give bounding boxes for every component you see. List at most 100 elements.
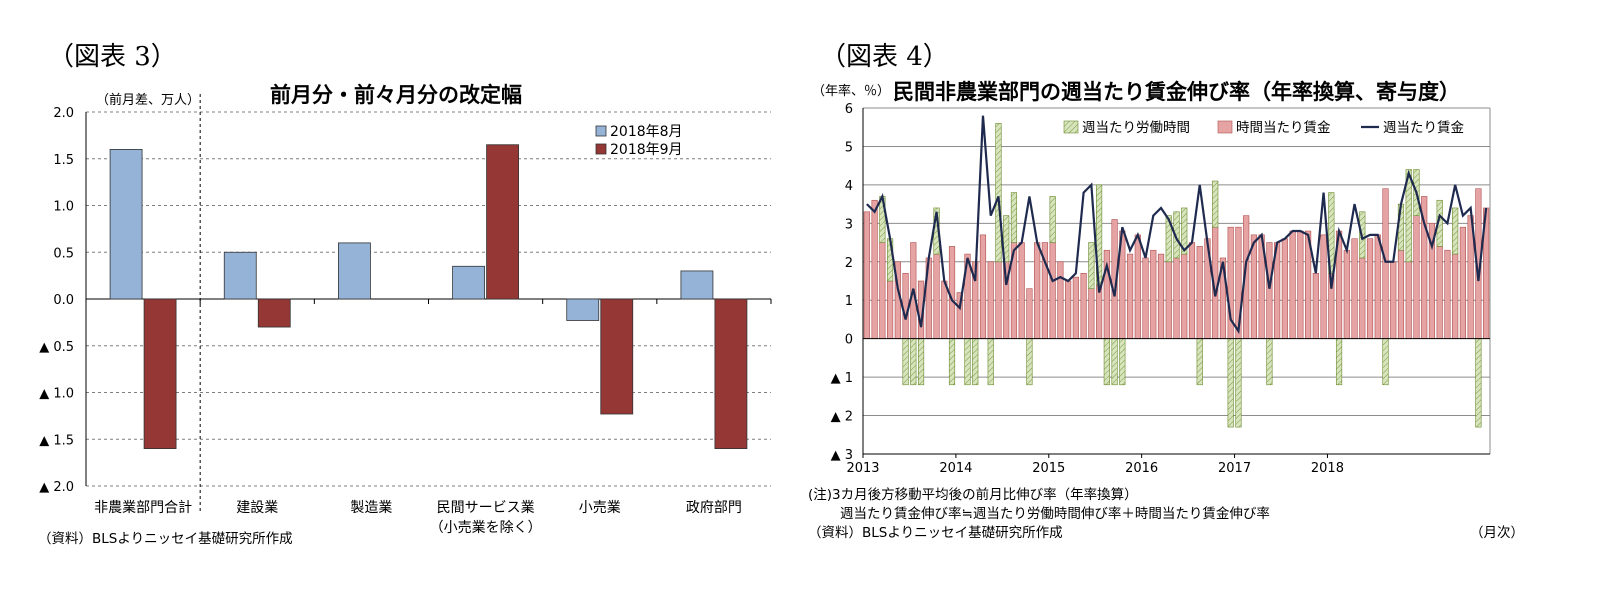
bar-weekly-hours xyxy=(910,338,917,386)
bar-hourly-wage xyxy=(1452,253,1459,339)
y-tick-label: 5 xyxy=(845,140,853,155)
bar-weekly-hours xyxy=(1328,192,1335,274)
bar-hourly-wage xyxy=(1374,234,1381,339)
bar-hourly-wage xyxy=(1382,188,1389,339)
x-tick-label: 建設業 xyxy=(236,500,278,516)
bar-hourly-wage xyxy=(995,261,1002,339)
bar-weekly-hours xyxy=(902,338,909,386)
bar-hourly-wage xyxy=(1459,226,1466,339)
bar-weekly-hours xyxy=(1026,338,1033,386)
bar-hourly-wage xyxy=(987,261,994,339)
bar-hourly-wage xyxy=(1088,288,1095,339)
bar-hourly-wage xyxy=(1366,238,1374,339)
legend-label: 2018年8月 xyxy=(610,124,683,140)
y-tick-label: 2 xyxy=(845,256,853,271)
bar-weekly-hours xyxy=(987,338,994,386)
legend-swatch-wage xyxy=(1217,120,1233,134)
bar-hourly-wage xyxy=(887,280,894,339)
fig3-label: （図表 3） xyxy=(48,42,177,72)
bar-weekly-hours xyxy=(1335,338,1343,386)
bar-weekly-hours xyxy=(972,338,979,386)
legend-swatch-hours xyxy=(1063,120,1079,134)
fig3-title: 前月分・前々月分の改定幅 xyxy=(270,83,522,107)
bar-hourly-wage xyxy=(941,280,948,339)
bar-hourly-wage xyxy=(1096,284,1103,339)
bar-aug xyxy=(452,265,485,300)
bar-hourly-wage xyxy=(1390,261,1397,339)
bar-hourly-wage xyxy=(879,242,886,339)
bar-weekly-hours xyxy=(1212,180,1219,228)
bar-hourly-wage xyxy=(1343,249,1350,339)
bar-hourly-wage xyxy=(1297,230,1304,339)
bar-hourly-wage xyxy=(1150,249,1157,339)
x-tick-label: 民間サービス業 xyxy=(437,500,535,516)
bar-hourly-wage xyxy=(1034,242,1041,339)
y-tick-label: ▲ 2 xyxy=(831,410,853,425)
x-tick-label: 政府部門 xyxy=(686,500,742,516)
bar-hourly-wage xyxy=(1157,253,1165,339)
legend-swatch xyxy=(595,125,607,137)
bar-weekly-hours xyxy=(1181,207,1188,255)
x-tick-label: 非農業部門合計 xyxy=(94,500,192,516)
bar-weekly-hours xyxy=(1382,338,1389,386)
y-tick-label: 1.5 xyxy=(53,153,74,168)
y-tick-label: 1.0 xyxy=(53,200,74,215)
legend-label: 週当たり賃金 xyxy=(1383,120,1464,136)
y-tick-label: ▲ 3 xyxy=(831,448,853,463)
bar-sep xyxy=(257,298,291,328)
bar-hourly-wage xyxy=(1126,253,1134,339)
x-tick-label: 2014 xyxy=(939,461,972,476)
y-tick-label: 0.5 xyxy=(53,246,74,261)
bar-hourly-wage xyxy=(1405,261,1412,339)
x-tick-label: 2015 xyxy=(1032,461,1065,476)
x-tick-label: 小売業 xyxy=(579,500,621,516)
bar-weekly-hours xyxy=(1452,207,1459,255)
bar-weekly-hours xyxy=(1088,242,1095,289)
bar-hourly-wage xyxy=(979,234,987,339)
bar-hourly-wage xyxy=(1289,230,1296,339)
bar-aug xyxy=(223,251,257,300)
fig3-chart: 2.0 1.5 1.0 0.5 0.0 ▲ 0.5 ▲ 1.0 ▲ 1.5 ▲ 2.0 非農業部門… xyxy=(39,94,772,536)
bar-hourly-wage xyxy=(1281,238,1288,339)
bar-hourly-wage xyxy=(1188,242,1196,339)
bar-hourly-wage xyxy=(933,253,940,339)
x-tick-label: 製造業 xyxy=(350,500,392,516)
bar-weekly-hours xyxy=(1405,169,1412,263)
legend-label: 2018年9月 xyxy=(610,142,683,158)
bar-hourly-wage xyxy=(1312,273,1319,339)
legend-label: 時間当たり賃金 xyxy=(1236,120,1331,136)
bar-aug xyxy=(109,148,143,300)
bar-weekly-hours xyxy=(1165,215,1172,263)
fig4-title: 民間非農業部門の週当たり賃金伸び率（年率換算、寄与度） xyxy=(893,80,1460,104)
y-tick-label: ▲ 1 xyxy=(831,371,853,386)
y-tick-label: 1 xyxy=(845,294,853,309)
y-tick-label: 0 xyxy=(845,333,853,348)
bar-weekly-hours xyxy=(1196,338,1203,386)
fig4-x-unit: （月次） xyxy=(1470,525,1524,541)
fig4-source: （資料）BLSよりニッセイ基礎研究所作成 xyxy=(808,525,1063,541)
y-tick-label: 2.0 xyxy=(53,106,74,121)
x-tick-sublabel: （小売業を除く） xyxy=(430,520,542,536)
bar-hourly-wage xyxy=(902,273,909,339)
legend-swatch xyxy=(595,143,607,155)
bar-hourly-wage xyxy=(1165,261,1172,339)
bar-hourly-wage xyxy=(1072,276,1079,339)
bar-hourly-wage xyxy=(1351,238,1358,339)
fig3-source: （資料）BLSよりニッセイ基礎研究所作成 xyxy=(38,531,293,547)
bar-hourly-wage xyxy=(1142,257,1149,339)
bar-sep xyxy=(714,298,748,450)
bar-weekly-hours xyxy=(1103,338,1110,386)
bar-hourly-wage xyxy=(1250,234,1257,339)
fig3-unit-label: （前月差、万人） xyxy=(96,93,201,108)
bar-weekly-hours xyxy=(1049,196,1056,243)
bar-weekly-hours xyxy=(1475,338,1482,428)
fig4-label: （図表 4） xyxy=(820,42,949,72)
x-tick-label: 2016 xyxy=(1125,461,1158,476)
bar-hourly-wage xyxy=(1049,242,1056,339)
bar-weekly-hours xyxy=(964,338,971,386)
bar-hourly-wage xyxy=(1397,249,1405,339)
bar-sep xyxy=(600,298,634,415)
fig4-unit-label: （年率、％） xyxy=(812,84,891,99)
bar-hourly-wage xyxy=(1057,261,1064,339)
